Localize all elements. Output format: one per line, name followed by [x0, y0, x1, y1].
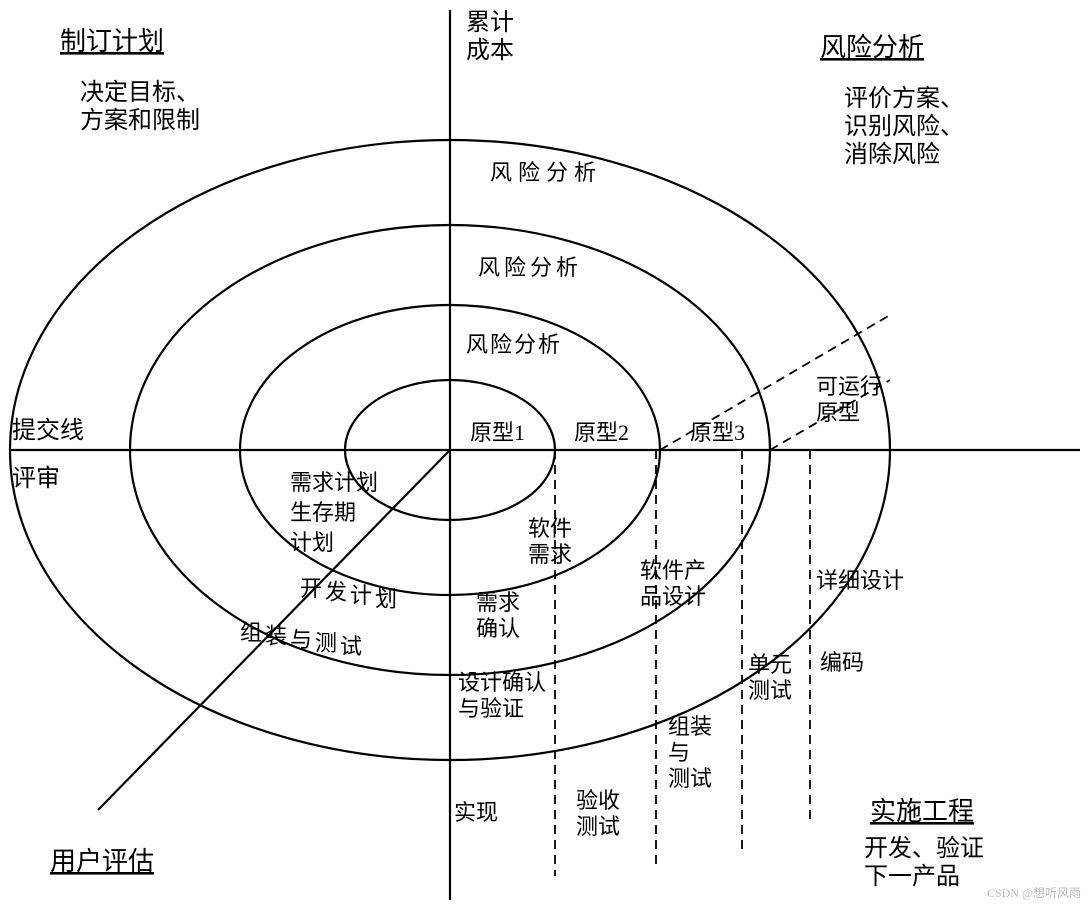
- ring-text-13: 设计确认与验证: [458, 670, 546, 721]
- ring-text-5: 原型3: [690, 420, 745, 445]
- ring-text-19: 实现: [454, 800, 498, 825]
- ring-text-0-char-2: 分: [546, 160, 568, 185]
- corner-sub-top-left: 决定目标、方案和限制: [80, 79, 200, 134]
- ring-text-9-char-4: 试: [340, 634, 362, 659]
- ring-text-14: 详细设计: [816, 568, 904, 593]
- ring-text-12: 软件产品设计: [640, 558, 706, 609]
- ring-text-8-char-3: 划: [375, 587, 397, 612]
- axis-label-top: 累计成本: [466, 9, 514, 64]
- corner-title-bottom-left: 用户评估: [50, 847, 154, 876]
- ring-text-1: 风险分析: [478, 255, 578, 280]
- ring-text-9-char-0: 组: [240, 620, 262, 645]
- ring-text-2-char-2: 分: [514, 332, 536, 357]
- ring-text-0: 风险分析: [490, 160, 596, 185]
- ring-text-8-char-2: 计: [350, 583, 372, 608]
- corner-title-top-left: 制订计划: [60, 27, 164, 56]
- ring-text-1-char-3: 析: [556, 255, 578, 280]
- ring-text-9-char-2: 与: [290, 627, 312, 652]
- ring-text-1-char-2: 分: [530, 255, 552, 280]
- ring-text-8: 开发计划: [300, 576, 397, 612]
- corner-sub-top-right: 评价方案、识别风险、消除风险: [844, 85, 964, 168]
- corner-title-top-right: 风险分析: [820, 33, 924, 62]
- ring-text-8-char-0: 开: [300, 576, 322, 601]
- corner-sub-bottom-right: 开发、验证下一产品: [864, 835, 984, 890]
- ring-text-1-char-1: 险: [504, 255, 526, 280]
- ring-text-8-char-1: 发: [325, 580, 347, 605]
- ring-text-2: 风险分析: [466, 332, 560, 357]
- ring-text-15: 编码: [820, 650, 864, 675]
- ring-text-4: 原型2: [574, 420, 629, 445]
- ring-text-10: 软件需求: [528, 516, 572, 567]
- watermark: CSDN @想听风雨: [987, 885, 1081, 900]
- ring-text-0-char-3: 析: [574, 160, 596, 185]
- ring-text-9: 组装与测试: [240, 620, 362, 659]
- ring-text-6: 可运行原型: [816, 374, 882, 425]
- ring-text-7: 需求计划生存期计划: [290, 470, 378, 555]
- ring-text-18: 验收测试: [576, 788, 620, 839]
- ring-text-9-char-3: 测: [315, 631, 337, 656]
- ring-text-0-char-0: 风: [490, 160, 512, 185]
- ring-text-16: 单元测试: [748, 652, 792, 703]
- ring-text-2-char-0: 风: [466, 332, 488, 357]
- ring-text-0-char-1: 险: [518, 160, 540, 185]
- axis-label-left2: 评审: [12, 465, 60, 492]
- ring-text-17: 组装与测试: [668, 714, 712, 791]
- ring-text-1-char-0: 风: [478, 255, 500, 280]
- axis-label-left1: 提交线: [12, 417, 84, 444]
- ring-text-2-char-3: 析: [538, 332, 560, 357]
- ring-text-3: 原型1: [470, 420, 525, 445]
- corner-title-bottom-right: 实施工程: [870, 797, 974, 826]
- ring-text-9-char-1: 装: [265, 624, 287, 649]
- ring-text-11: 需求确认: [476, 590, 520, 641]
- ring-text-2-char-1: 险: [490, 332, 512, 357]
